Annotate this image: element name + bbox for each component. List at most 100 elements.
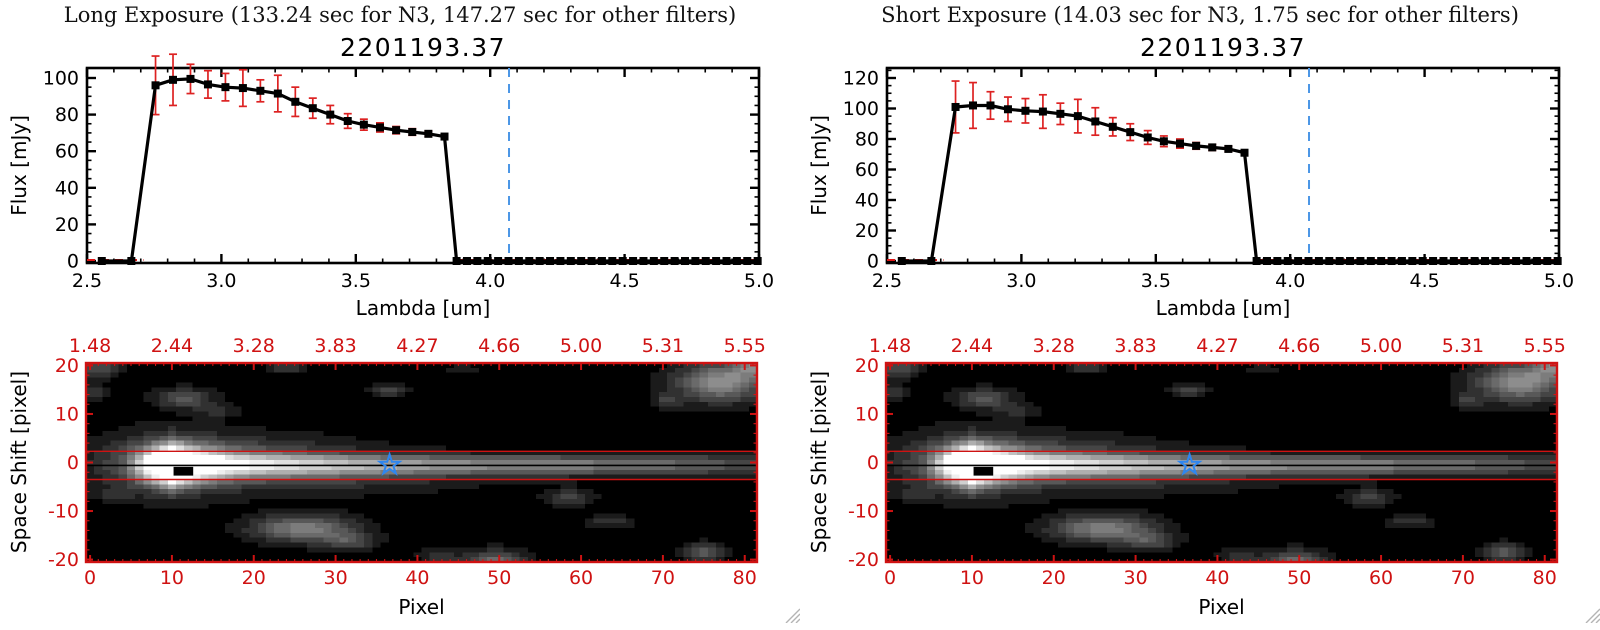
wavelength-tick-label: 5.31 [642, 335, 684, 357]
pixel-tick-label: 60 [1369, 567, 1393, 589]
window-title-long: Long Exposure (133.24 sec for N3, 147.27… [63, 3, 737, 27]
data-markers [97, 74, 762, 265]
space-shift-tick-label: 20 [55, 355, 79, 377]
y-tick-label: 100 [843, 98, 879, 120]
spatial-image-canvas [886, 363, 1557, 562]
flux-axis-label-text: Flux [mJy] [7, 115, 31, 216]
y-tick-label: 120 [843, 68, 879, 90]
space-shift-tick-label: -20 [848, 549, 879, 571]
resize-grip-icon [785, 608, 801, 624]
x-tick-label: 3.5 [1141, 270, 1171, 292]
spectrum-frame [85, 66, 761, 265]
resize-grip-icon [1585, 608, 1600, 624]
pixel-tick-label: 80 [733, 567, 757, 589]
spectrum-curve [901, 103, 1558, 263]
wavelength-tick-label: 5.55 [724, 335, 766, 357]
pixel-tick-label: 50 [487, 567, 511, 589]
pixel-tick-label: 10 [960, 567, 984, 589]
pixel-axis-label: Pixel [398, 595, 445, 619]
object-id: 2201193.37 [1139, 33, 1307, 62]
x-tick-label: 4.0 [1275, 270, 1305, 292]
resize-grip[interactable] [783, 606, 801, 624]
space-shift-tick-label: 10 [55, 403, 79, 425]
x-tick-label: 2.5 [72, 270, 102, 292]
wavelength-tick-label: 3.83 [314, 335, 356, 357]
pixel-tick-label: 20 [1042, 567, 1066, 589]
x-tick-label: 3.0 [206, 270, 236, 292]
wavelength-tick-label: 5.00 [560, 335, 602, 357]
y-tick-label: 80 [55, 104, 79, 126]
space-shift-tick-label: -20 [48, 549, 79, 571]
wavelength-tick-label: 4.66 [1278, 335, 1320, 357]
window-title-short: Short Exposure (14.03 sec for N3, 1.75 s… [881, 3, 1519, 27]
flux-axis-label: Flux [mJy] [804, 68, 834, 263]
lambda-axis-label: Lambda [um] [1155, 296, 1291, 320]
space-shift-axis-label-text: Space Shift [pixel] [7, 371, 31, 554]
flux-axis-label-text: Flux [mJy] [807, 115, 831, 216]
space-shift-tick-label: 10 [855, 403, 879, 425]
wavelength-tick-label: 4.27 [1196, 335, 1238, 357]
error-bars [951, 80, 1249, 156]
space-shift-tick-label: 0 [867, 452, 879, 474]
x-axis: 2.5 3.0 3.5 4.0 4.5 5.0 [72, 68, 774, 292]
x-tick-label: 2.5 [872, 270, 902, 292]
x-axis: 2.5 3.0 3.5 4.0 4.5 5.0 [872, 68, 1574, 292]
lambda-axis-label: Lambda [um] [355, 296, 491, 320]
y-tick-label: 0 [867, 251, 879, 273]
y-axis: 0 20 40 60 80 100 120 [843, 68, 1559, 273]
wavelength-tick-label: 4.66 [478, 335, 520, 357]
y-tick-label: 60 [855, 159, 879, 181]
pixel-tick-label: 40 [1205, 567, 1229, 589]
pixel-tick-label: 40 [405, 567, 429, 589]
y-tick-label: 20 [55, 214, 79, 236]
pixel-axis-label: Pixel [1198, 595, 1245, 619]
pixel-tick-label: 10 [160, 567, 184, 589]
wavelength-tick-label: 5.31 [1442, 335, 1484, 357]
pixel-tick-label: 0 [84, 567, 96, 589]
spectrum-curve [101, 77, 758, 263]
pixel-tick-label: 80 [1533, 567, 1557, 589]
error-bars [151, 53, 449, 140]
x-tick-label: 3.0 [1006, 270, 1036, 292]
pixel-tick-label: 0 [884, 567, 896, 589]
x-tick-label: 4.5 [609, 270, 639, 292]
space-shift-axis-label: Space Shift [pixel] [804, 363, 834, 562]
y-tick-label: 0 [67, 251, 79, 273]
wavelength-tick-label: 2.44 [951, 335, 993, 357]
x-tick-label: 5.0 [1544, 270, 1574, 292]
pixel-tick-label: 50 [1287, 567, 1311, 589]
flux-axis-label: Flux [mJy] [4, 68, 34, 263]
y-tick-label: 40 [855, 190, 879, 212]
space-shift-tick-label: 20 [855, 355, 879, 377]
pixel-tick-label: 30 [1123, 567, 1147, 589]
wavelength-tick-label: 3.83 [1114, 335, 1156, 357]
spectrum-plot: 2.5 3.0 3.5 4.0 4.5 5.0 0 20 40 60 80 100 120 [843, 66, 1574, 292]
space-shift-tick-label: 0 [67, 452, 79, 474]
wavelength-tick-label: 5.55 [1524, 335, 1566, 357]
resize-grip[interactable] [1583, 606, 1600, 624]
pixel-tick-label: 20 [242, 567, 266, 589]
x-tick-label: 4.5 [1409, 270, 1439, 292]
space-shift-tick-label: -10 [48, 501, 79, 523]
wavelength-tick-label: 1.48 [869, 335, 911, 357]
pixel-tick-label: 70 [651, 567, 675, 589]
y-tick-label: 80 [855, 129, 879, 151]
wavelength-tick-label: 2.44 [151, 335, 193, 357]
wavelength-tick-label: 4.27 [396, 335, 438, 357]
wavelength-tick-label: 3.28 [233, 335, 275, 357]
wavelength-tick-label: 3.28 [1033, 335, 1075, 357]
spectrum-frame [885, 66, 1561, 265]
y-tick-label: 20 [855, 220, 879, 242]
x-tick-label: 4.0 [475, 270, 505, 292]
wavelength-tick-label: 1.48 [69, 335, 111, 357]
pixel-tick-label: 60 [569, 567, 593, 589]
y-tick-label: 40 [55, 177, 79, 199]
panel-long-exposure: Long Exposure (133.24 sec for N3, 147.27… [4, 3, 801, 624]
pixel-tick-label: 30 [323, 567, 347, 589]
y-tick-label: 100 [43, 68, 79, 90]
spatial-image-canvas [86, 363, 757, 562]
spectrum-plot: 2.5 3.0 3.5 4.0 4.5 5.0 0 20 40 60 80 100 [43, 53, 774, 292]
wavelength-tick-label: 5.00 [1360, 335, 1402, 357]
space-shift-axis-label: Space Shift [pixel] [4, 363, 34, 562]
